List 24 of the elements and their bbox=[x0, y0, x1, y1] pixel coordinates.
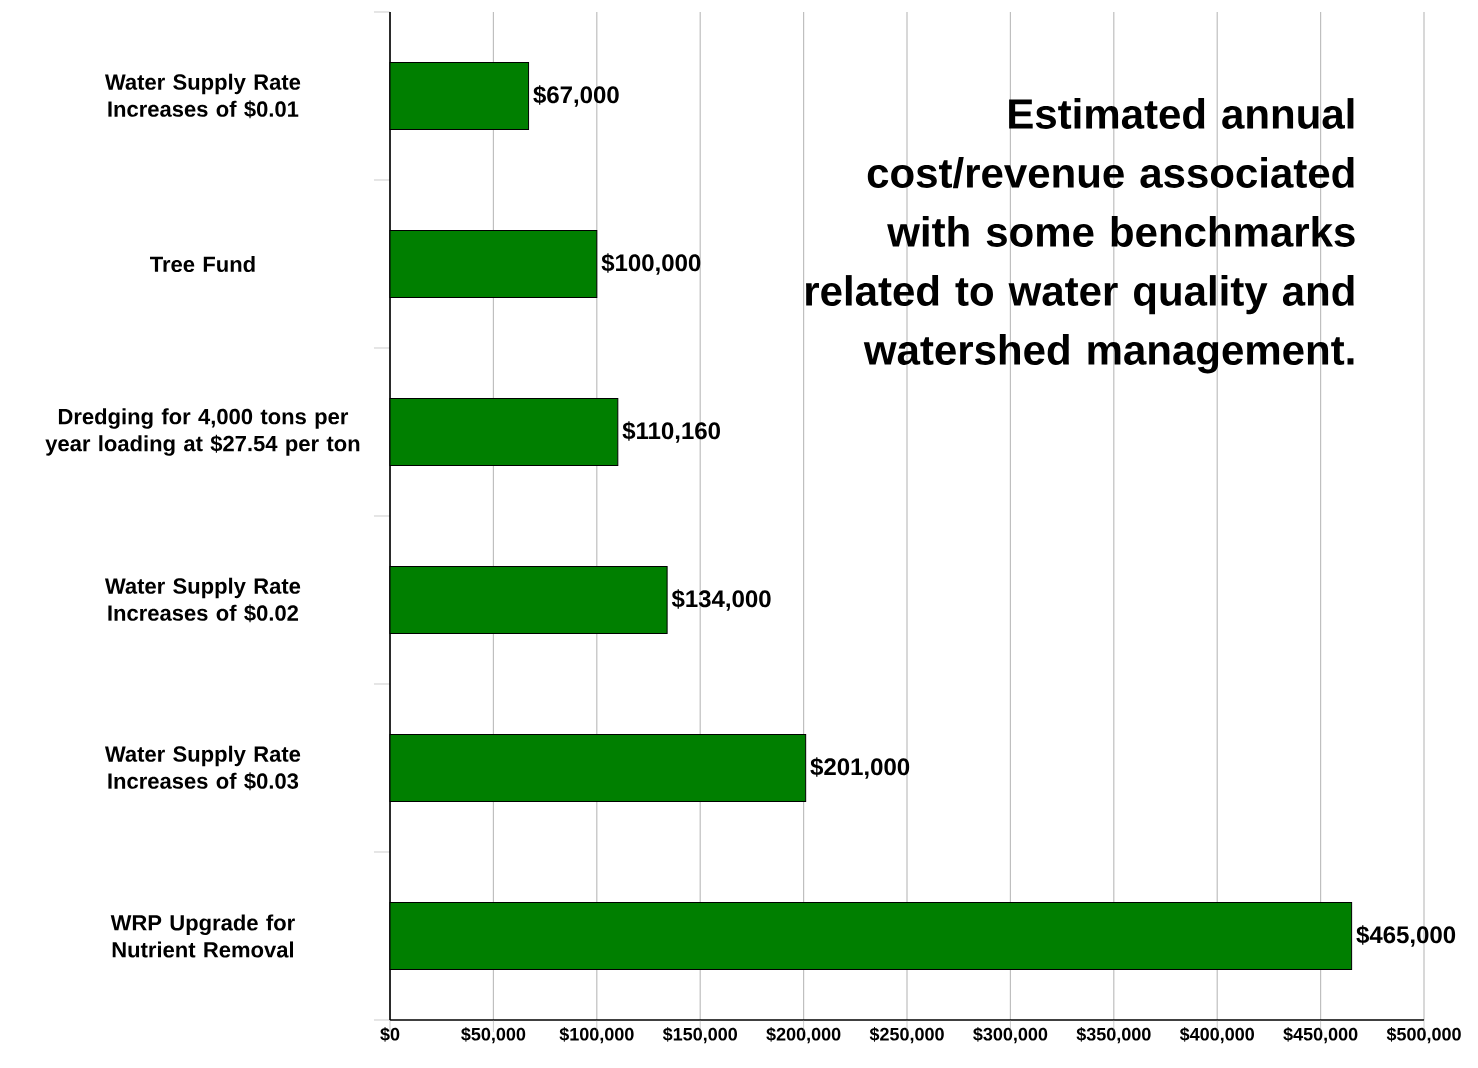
x-tick-label: $200,000 bbox=[766, 1027, 841, 1044]
x-tick-label: $500,000 bbox=[1386, 1027, 1461, 1044]
x-tick-label: $400,000 bbox=[1179, 1027, 1254, 1044]
y-tick-label: WRP Upgrade for Nutrient Removal bbox=[110, 914, 295, 958]
y-tick-label: Water Supply Rate Increases of $0.01 bbox=[104, 73, 301, 119]
y-tick-label: Tree Fund bbox=[150, 255, 255, 273]
data-label: $134,000 bbox=[671, 589, 771, 611]
x-tick-label: $450,000 bbox=[1283, 1027, 1358, 1044]
x-tick-label: $350,000 bbox=[1076, 1027, 1151, 1044]
x-tick-label: $0 bbox=[380, 1027, 400, 1042]
x-tick-label: $300,000 bbox=[973, 1027, 1048, 1044]
data-label: $67,000 bbox=[533, 85, 619, 107]
data-label: $201,000 bbox=[810, 757, 910, 779]
y-tick-label: Dredging for 4,000 tons per year loading at $27.54 per ton bbox=[45, 408, 360, 456]
x-tick-label: $250,000 bbox=[869, 1027, 944, 1044]
x-tick-label: $100,000 bbox=[559, 1027, 634, 1044]
x-tick-label: $150,000 bbox=[662, 1027, 737, 1044]
data-label: $465,000 bbox=[1356, 925, 1456, 947]
data-label: $110,160 bbox=[622, 421, 720, 443]
y-tick-label: Water Supply Rate Increases of $0.03 bbox=[104, 745, 301, 791]
y-tick-label: Water Supply Rate Increases of $0.02 bbox=[104, 577, 301, 623]
text: Estimated annual cost/revenue associated with some benchmarks related to water quality and watershed management. bbox=[806, 98, 1355, 374]
data-label: $100,000 bbox=[601, 253, 701, 275]
x-tick-label: $50,000 bbox=[461, 1027, 526, 1044]
